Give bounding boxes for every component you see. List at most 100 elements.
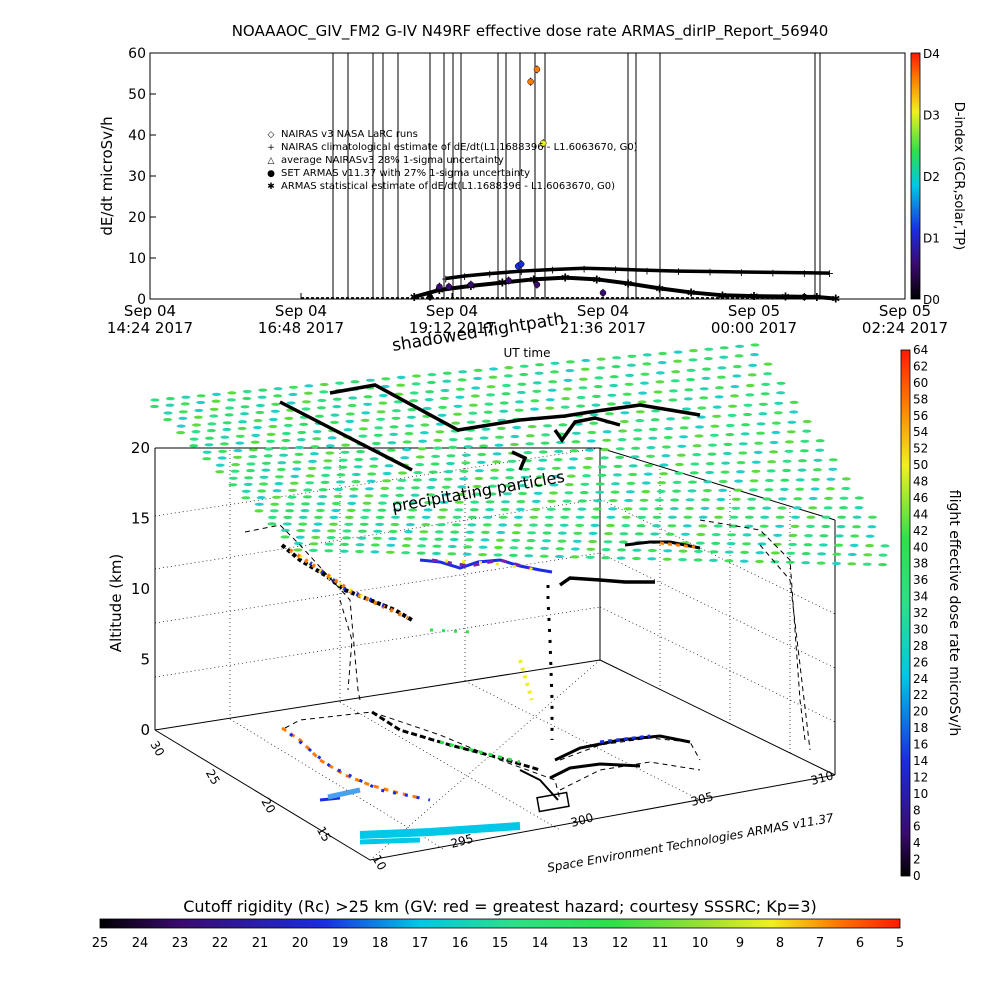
particle-marker [553,458,563,462]
particle-marker [463,445,473,449]
armas-measurement-point [426,293,434,301]
particle-marker [335,381,345,385]
particle-marker [471,386,481,390]
particle-marker [694,549,703,554]
particle-marker [606,515,616,519]
particle-marker [485,508,495,512]
particle-marker [759,524,769,528]
particle-marker [541,433,551,437]
particle-marker [730,394,739,398]
particle-marker [726,542,736,546]
particle-marker [643,472,653,476]
particle-marker [788,542,798,547]
particle-marker [596,357,606,361]
particle-marker [274,475,284,479]
particle-marker [801,552,811,556]
particle-marker [343,428,353,432]
dose-rate-colorbar-ticks: 0246810121416182022242628303234363840424… [913,343,928,883]
particle-marker [764,478,774,483]
particle-marker [336,480,345,484]
particle-marker [333,494,343,498]
particle-marker [545,398,555,402]
particle-marker [622,401,632,405]
particle-marker [424,398,434,402]
top-legend-label: ARMAS statistical estimate of dE/dt(L1.1… [281,181,615,192]
d-index-tick-label: D1 [923,232,940,246]
particle-marker [263,454,273,458]
particle-marker [626,363,636,367]
particle-marker [283,515,293,520]
d-index-tick-label: D3 [923,109,940,123]
particle-marker [225,406,235,410]
particle-marker [408,508,418,512]
particle-marker [837,515,847,519]
particle-marker [817,552,827,556]
particle-marker [661,445,671,449]
dose-rate-tick-label: 54 [913,425,928,439]
rigidity-tick-label: 5 [896,936,904,951]
top-x-tick-label-time: 14:24 2017 [107,319,193,337]
top-y-axis-label: dE/dt microSv/h [98,116,116,235]
particle-marker [678,549,688,553]
particle-marker [659,472,669,476]
top-x-tick-label-time: 02:24 2017 [862,319,948,337]
particle-marker [556,440,565,444]
particle-marker [325,451,335,455]
particle-marker [543,424,552,428]
particle-marker [828,467,838,471]
particle-marker [659,463,669,467]
particle-marker [588,531,598,536]
dose-rate-tick-label: 34 [913,590,928,604]
particle-marker [612,356,621,360]
particle-marker [261,461,271,465]
particle-marker [710,424,720,428]
particle-marker [679,435,689,439]
particle-marker [360,418,370,422]
particle-marker [358,434,368,438]
particle-marker [557,539,567,543]
particle-marker [571,440,581,444]
particle-marker [663,435,673,440]
particle-marker [419,431,429,435]
particle-marker [564,483,574,487]
particle-marker [428,478,438,482]
particle-marker [664,427,674,431]
flight-track-altitude [280,540,701,740]
particle-marker [712,405,722,409]
particle-marker [317,398,327,403]
particle-marker [327,529,337,533]
particle-marker [852,515,862,519]
particle-marker [444,470,454,474]
particle-marker [235,441,245,445]
particle-marker [280,528,290,533]
particle-marker [492,460,502,464]
particle-marker [730,385,740,389]
particle-marker [542,531,552,535]
particle-marker [677,444,687,448]
particle-marker [771,430,781,435]
top-y-tick-label: 40 [128,128,146,144]
dose-rate-tick-label: 22 [913,688,928,702]
particle-marker [653,399,662,403]
particle-marker [657,361,667,365]
particle-marker [624,382,634,386]
particle-marker [295,535,305,539]
particle-marker [349,487,359,491]
particle-marker [442,371,452,375]
particle-marker [618,540,628,544]
particle-marker [650,418,660,422]
rigidity-tick-label: 14 [532,936,549,951]
particle-marker [395,486,405,490]
top-x-tick-label-day: Sep 05 [728,302,780,320]
particle-marker [724,550,734,554]
particle-marker [576,404,586,408]
longitude-tick-label: 310 [809,768,835,787]
particle-marker [346,508,356,512]
particle-marker [652,515,662,519]
armas-statistical-point: ✱ [749,290,758,303]
particle-marker [294,541,303,546]
particle-marker [396,375,406,379]
particle-marker [749,479,759,483]
particle-marker [593,499,603,503]
particle-marker [196,394,206,398]
